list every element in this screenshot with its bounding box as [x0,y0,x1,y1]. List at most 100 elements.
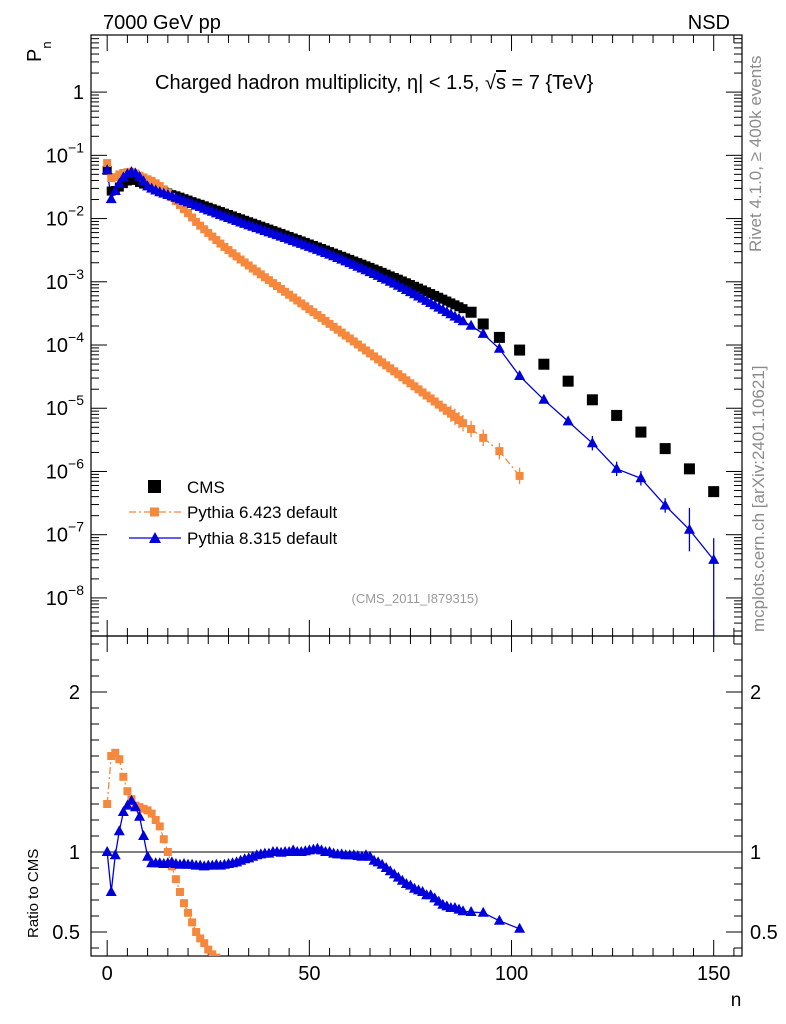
pythia8-point [635,472,647,483]
pythia6-point [422,391,431,400]
pythia6-point [414,385,423,394]
cms-point [538,358,550,370]
pythia6-point [175,200,184,209]
pythia6-point [240,258,249,267]
ratio-pythia8-point [138,830,150,840]
ratio-y-tick-label-right: 2 [750,682,761,704]
main-y-tick-label-mantissa: 10 [46,272,68,294]
pythia8-point [659,499,671,510]
x-tick-label: 0 [102,963,113,985]
main-y-tick-label-mantissa: 10 [46,145,68,167]
ratio-pythia8-point [465,906,477,916]
pythia6-point [273,282,281,291]
pythia8-point [101,164,113,175]
ratio-pythia6-point [208,950,217,956]
ratio-pythia6-point [107,752,116,760]
chart-title: Charged hadron multiplicity, η| < 1.5, √… [155,72,594,94]
legend: CMS Pythia 6.423 default Pythia 8.315 de… [129,478,338,548]
pythia6-point [232,252,241,261]
pythia6-point [212,236,221,245]
pythia6-point [333,325,342,334]
pythia8-point [493,342,505,353]
main-y-tick-label: 10−2 [46,203,84,231]
pythia8-point [562,415,574,426]
ratio-y-tick-label-right: 0.5 [750,922,778,944]
pythia6-point [151,179,160,188]
ratio-series-group [101,748,526,1000]
ratio-pythia6-point [241,973,249,981]
cms-point [683,463,695,475]
pythia6-point [180,205,188,214]
legend-label-pythia8: Pythia 8.315 default [187,529,338,548]
pythia6-point [345,334,354,343]
pythia6-point [426,394,435,403]
header-right: NSD [688,12,730,34]
analysis-label: (CMS_2011_I879315) [352,591,479,606]
ratio-pythia6-point [111,748,120,757]
pythia6-point [329,322,338,331]
cms-point [635,426,647,438]
pythia6-point [309,308,318,317]
ratio-pythia8-point [134,810,146,821]
rivet-version-label: Rivet 4.1.0, ≥ 400k events [746,56,765,252]
pythia6-point [236,255,245,264]
pythia6-point [256,270,265,279]
main-y-tick-label-exponent: −8 [68,582,84,598]
ratio-pythia8-point [493,914,505,925]
ratio-pythia8-point [105,886,117,896]
pythia6-point [394,370,403,379]
ratio-pythia6-point [257,981,265,989]
main-y-tick-label-mantissa: 10 [46,209,68,231]
pythia6-point [200,225,209,234]
ratio-pythia6-point [123,787,132,796]
ratio-pythia6-point [249,978,257,986]
pythia6-point [192,217,201,226]
pythia6-point [438,403,447,412]
main-y-tick-label: 10−5 [46,392,84,420]
chart-title-eta: η [407,72,418,94]
legend-marker-cms [148,480,161,493]
pythia6-point [155,182,164,191]
ratio-pythia6-point [184,908,193,917]
pythia6-point [515,471,524,480]
ratio-y-tick-label: 1 [69,842,80,864]
ratio-pythia6-point [188,918,197,927]
pythia6-point [341,331,350,340]
pythia6-point [450,412,459,421]
ratio-pythia8-point [514,922,526,933]
ratio-pythia6-point [261,982,269,990]
ratio-pythia6-point [175,888,184,896]
pythia6-point [386,364,395,373]
header-left: 7000 GeV pp [103,12,221,34]
main-axis-ticks [91,34,742,636]
pythia6-point [224,246,233,255]
pythia6-point [297,299,306,308]
pythia8-point [465,319,477,330]
main-y-tick-label-mantissa: 10 [46,588,68,610]
pythia8-point [109,184,121,195]
cms-point [465,306,477,318]
ratio-pythia6-point [245,976,253,984]
pythia6-point [196,221,205,230]
ratio-pythia8-point [101,846,113,856]
main-y-axis-label: Pn [24,41,54,62]
chart-title-prefix: Charged hadron multiplicity, [155,72,407,94]
chart-title-s: s [496,72,506,94]
ratio-pythia6-point [301,992,309,1000]
main-y-tick-label-mantissa: 10 [46,335,68,357]
ratio-pythia6-point [180,899,188,908]
ratio-pythia6-point [289,990,297,998]
ratio-pythia6-point [171,875,180,884]
pythia6-point [410,382,419,391]
legend-label-pythia6: Pythia 6.423 default [187,503,338,522]
main-y-tick-label: 10−4 [46,329,84,357]
chart-title-root: √ [485,72,496,94]
main-y-tick-label: 10−1 [46,139,84,167]
pythia6-point [147,176,156,185]
pythia6-point [107,174,116,183]
main-y-tick-label: 10−3 [46,266,84,294]
pythia6-point [406,379,415,388]
pythia6-point [434,400,443,409]
pythia8-point [708,553,720,564]
pythia8-point [514,369,526,380]
